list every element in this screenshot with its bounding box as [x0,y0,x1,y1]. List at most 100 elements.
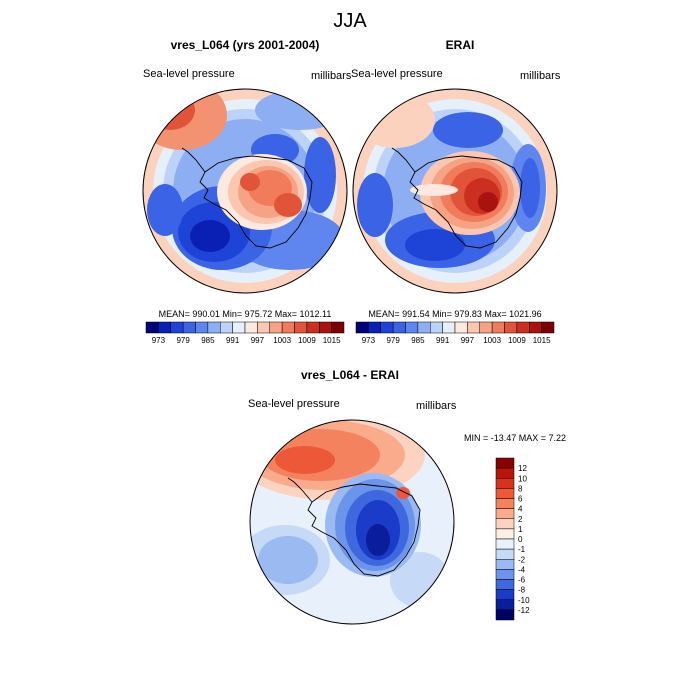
colorbar-1-swatch [182,321,196,334]
colorbar-3-swatch [495,548,515,560]
colorbar-2-swatch [442,321,456,334]
panel-3-variable-label: Sea-level pressure [248,398,340,410]
colorbar-1-tick-label: 1009 [298,336,316,345]
antarctica-coastline [199,155,313,249]
colorbar-2-swatch [405,321,419,334]
colorbar-3-tick-label: -6 [518,576,526,585]
colorbar-3-tick-label: 2 [518,515,523,524]
map-panel-2 [353,89,557,293]
colorbar-1-swatch [281,321,295,334]
colorbar-3-tick-label: -10 [518,596,530,605]
colorbar-3-tick-label: -2 [518,555,526,564]
colorbar-1-swatch [244,321,258,334]
panel-1-title: vres_L064 (yrs 2001-2004) [170,38,320,52]
colorbar-3-tick-label: 8 [518,484,523,493]
colorbar-2-swatch [529,321,542,334]
colorbar-1-swatch [145,321,159,334]
panel-2-units-label: millibars [520,70,561,82]
colorbar-3-swatch [495,488,515,499]
colorbar-1-swatch [170,321,184,334]
colorbar-2-tick-label: 997 [461,336,475,345]
colorbar-2-tick-label: 1009 [508,336,526,345]
colorbar-3-swatch [495,589,515,600]
colorbar-2-swatch [380,321,394,334]
colorbar-2-swatch [417,321,431,334]
colorbar-1-tick-label: 973 [152,336,166,345]
colorbar-2-tick-label: 991 [436,336,450,345]
colorbar-2-swatch [504,321,518,334]
colorbar-3-swatch [495,478,515,489]
colorbar-1-swatch [319,321,332,334]
colorbar-3-tick-label: 10 [518,474,527,483]
colorbar-2-swatch [467,321,480,334]
panel-3-title: vres_L064 - ERAI [300,368,400,382]
colorbar-3-swatch [495,518,515,530]
colorbar-3-tick-label: -4 [518,565,526,574]
colorbar-1-tick-label: 979 [176,336,190,345]
panel-2-variable-label: Sea-level pressure [351,68,443,80]
colorbar-1-swatch [158,321,171,334]
colorbar-2-swatch [491,321,505,334]
colorbar-1-swatch [257,321,270,334]
colorbar-3-swatch [495,508,515,519]
panel-3-units-label: millibars [416,400,457,412]
colorbar-3-tick-label: 4 [518,505,523,514]
colorbar-3-tick-label: -12 [518,606,530,615]
colorbar-2-swatch [368,321,381,334]
colorbar-3-tick-label: 1 [518,525,523,534]
colorbar-1-swatch [294,321,308,334]
colorbar-3-tick-label: 12 [518,464,527,473]
panel-1-units-label: millibars [311,70,352,82]
colorbar-1-swatch [331,321,345,334]
colorbar-1-tick-label: 1015 [323,336,341,345]
panel-2-title: ERAI [445,38,475,52]
colorbar-3-swatch [495,559,515,570]
colorbar-2-swatch [430,321,443,334]
colorbar-3-swatch [495,569,515,580]
colorbar-panel-2: 973 979 985 991 997 1003 1009 1015 [355,321,555,345]
colorbar-3-swatch [495,457,515,469]
panel-3-stats: MIN = -13.47 MAX = 7.22 [464,433,567,443]
colorbar-1-tick-label: 991 [226,336,240,345]
colorbar-2-tick-label: 1015 [533,336,551,345]
colorbar-3-swatch [495,467,515,479]
colorbar-2-swatch [454,321,468,334]
map-panel-1 [143,89,347,293]
figure-title: JJA [333,10,367,32]
colorbar-2-swatch [516,321,530,334]
map-panel-3 [250,420,454,624]
colorbar-3-tick-label: 0 [518,535,523,544]
colorbar-2-swatch [541,321,555,334]
panel-2-stats: MEAN= 991.54 Min= 979.83 Max= 1021.96 [368,309,542,319]
colorbar-2-swatch [355,321,369,334]
colorbar-2-tick-label: 973 [362,336,376,345]
colorbar-1-tick-label: 997 [251,336,265,345]
colorbar-3-swatch [495,609,515,621]
colorbar-2-tick-label: 985 [411,336,425,345]
colorbar-1-swatch [220,321,233,334]
colorbar-3-tick-label: 6 [518,495,523,504]
colorbar-3-swatch [495,498,515,509]
colorbar-2-tick-label: 979 [386,336,400,345]
colorbar-1-tick-label: 985 [201,336,215,345]
colorbar-3-tick-label: -8 [518,586,526,595]
colorbar-2-tick-label: 1003 [483,336,501,345]
colorbar-3-swatch [495,599,515,611]
colorbar-1-swatch [232,321,246,334]
colorbar-2-swatch [479,321,493,334]
colorbar-panel-1: 973 979 985 991 997 1003 1009 1015 [145,321,345,345]
panel-1-stats: MEAN= 990.01 Min= 975.72 Max= 1012.11 [158,309,332,319]
colorbar-3-swatch [495,528,515,540]
colorbar-1-swatch [195,321,209,334]
colorbar-1-swatch [269,321,283,334]
colorbar-3-swatch [495,579,515,590]
colorbar-2-swatch [392,321,406,334]
colorbar-1-tick-label: 1003 [273,336,291,345]
colorbar-1-swatch [207,321,221,334]
panel-1-variable-label: Sea-level pressure [143,68,235,80]
colorbar-3-tick-label: -1 [518,545,526,554]
colorbar-3-swatch [495,538,515,550]
colorbar-1-swatch [306,321,320,334]
